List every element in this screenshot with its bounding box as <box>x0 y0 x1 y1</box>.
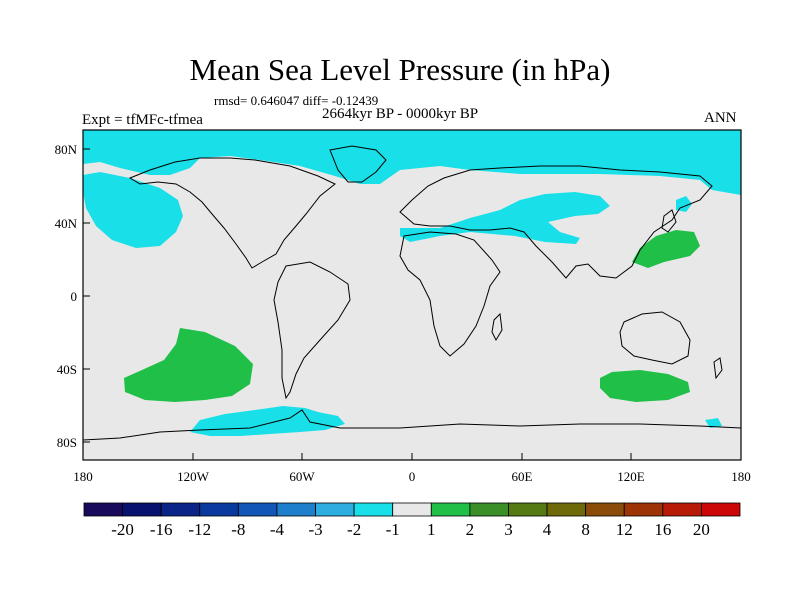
colorbar-swatch <box>392 502 432 517</box>
map-title: Mean Sea Level Pressure (in hPa) <box>189 52 611 87</box>
lon-label-60e: 60E <box>512 469 533 484</box>
colorbar-swatch <box>546 502 587 517</box>
lon-label-60w: 60W <box>289 469 315 484</box>
lat-label-0: 0 <box>71 289 78 304</box>
colorbar-label: -3 <box>308 520 322 539</box>
lat-label-80s: 80S <box>57 435 77 450</box>
colorbar-label: 8 <box>581 520 590 539</box>
colorbar-swatch <box>430 502 471 517</box>
lon-label-180w: 180 <box>73 469 93 484</box>
colorbar-label: -2 <box>347 520 361 539</box>
latitude-axis: 80N 40N 0 40S 80S <box>55 142 90 450</box>
longitude-axis: 180 120W 60W 0 60E 120E 180 <box>73 453 751 484</box>
experiment-label: Expt = tfMFc-tfmea <box>82 112 203 128</box>
colorbar-label: -12 <box>188 520 211 539</box>
colorbar-swatch <box>122 502 162 517</box>
colorbar-label: 20 <box>693 520 710 539</box>
stats-text: rmsd= 0.646047 diff= -0.12439 <box>214 93 379 108</box>
map-background <box>83 130 741 460</box>
colorbar-swatch <box>508 502 548 517</box>
colorbar-label: -4 <box>270 520 285 539</box>
colorbar-swatch <box>623 502 664 517</box>
lon-label-0: 0 <box>409 469 416 484</box>
colorbar-swatch <box>237 502 278 517</box>
colorbar-label: -20 <box>111 520 134 539</box>
colorbar-label: 3 <box>504 520 513 539</box>
colorbar-swatch <box>83 502 123 517</box>
colorbar-swatch <box>662 502 702 517</box>
colorbar-swatch <box>160 502 201 517</box>
colorbar-swatch <box>353 502 394 517</box>
colorbar-swatch <box>585 502 625 517</box>
lat-label-80n: 80N <box>55 142 78 157</box>
lon-label-120e: 120E <box>617 469 645 484</box>
colorbar-label: 2 <box>466 520 475 539</box>
colorbar-label: 1 <box>427 520 436 539</box>
colorbar-swatch <box>469 502 509 517</box>
lon-label-120w: 120W <box>177 469 210 484</box>
colorbar-label: -8 <box>231 520 245 539</box>
lat-label-40s: 40S <box>57 362 77 377</box>
lon-label-180e: 180 <box>731 469 751 484</box>
colorbar-swatch <box>315 502 355 517</box>
colorbar-label: -1 <box>386 520 400 539</box>
colorbar-label: 12 <box>616 520 633 539</box>
colorbar-label: 16 <box>654 520 671 539</box>
colorbar-label: 4 <box>543 520 552 539</box>
season-label: ANN <box>704 110 737 126</box>
colorbar-swatch <box>276 502 316 517</box>
period-text: 2664kyr BP - 0000kyr BP <box>322 106 479 122</box>
positive-anomaly-regions <box>124 230 700 402</box>
colorbar-swatch <box>701 502 741 517</box>
lat-label-40n: 40N <box>55 216 78 231</box>
colorbar-label: -16 <box>150 520 173 539</box>
colorbar-swatch <box>199 502 239 517</box>
coastlines <box>83 145 741 441</box>
colorbar: -20 -16 -12 -8 -4 -3 -2 -1 1 2 3 4 8 12 16 20 <box>83 502 741 539</box>
